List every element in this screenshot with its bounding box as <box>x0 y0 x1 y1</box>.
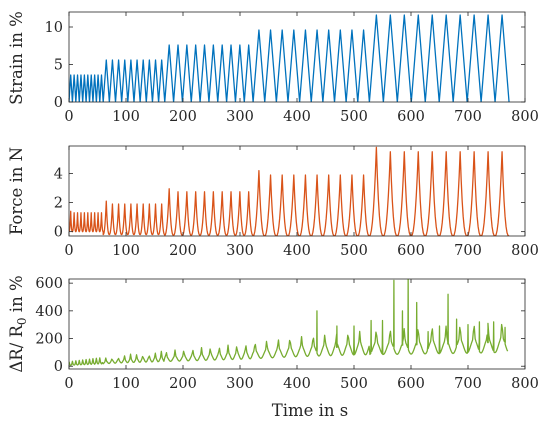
x-axis-label: Time in s <box>272 401 349 420</box>
x-tick-label: 700 <box>454 109 482 125</box>
force-series-line <box>69 146 510 236</box>
resistance-series-line <box>69 279 509 366</box>
force-panel: Force in N 0 100 200 300 400 500 600 700 800 0 2 4 <box>7 145 539 259</box>
x-tick-label: 600 <box>397 376 425 392</box>
x-tick-label: 600 <box>397 109 425 125</box>
resistance-ylabel: ΔR/ R0 in % <box>7 275 29 372</box>
x-tick-label: 800 <box>511 376 539 392</box>
x-tick-label: 500 <box>340 109 368 125</box>
x-tick-label: 800 <box>511 243 539 259</box>
x-tick-label: 200 <box>169 109 197 125</box>
resistance-panel: ΔR/ R0 in % Time in s 0 100 200 300 400 500 60… <box>7 275 539 420</box>
x-tick-label: 300 <box>226 376 254 392</box>
x-tick-label: 400 <box>283 243 311 259</box>
y-tick-label: 5 <box>54 58 63 74</box>
resistance-ylabel-main: ΔR/ R <box>7 325 26 373</box>
x-tick-label: 800 <box>511 109 539 125</box>
y-tick-label: 2 <box>54 196 63 212</box>
resistance-ylabel-sub: 0 <box>15 317 29 325</box>
force-ylabel: Force in N <box>7 147 26 235</box>
x-tick-label: 700 <box>454 376 482 392</box>
resistance-ylabel-tail: in % <box>7 275 26 317</box>
x-tick-label: 0 <box>64 243 73 259</box>
x-tick-label: 300 <box>226 109 254 125</box>
x-tick-label: 700 <box>454 243 482 259</box>
x-tick-label: 0 <box>64 109 73 125</box>
strain-series-line <box>69 14 510 102</box>
y-tick-label: 0 <box>54 95 63 111</box>
y-tick-label: 200 <box>35 332 63 348</box>
x-tick-label: 400 <box>283 109 311 125</box>
x-tick-label: 600 <box>397 243 425 259</box>
x-tick-label: 500 <box>340 243 368 259</box>
x-tick-label: 300 <box>226 243 254 259</box>
x-tick-label: 100 <box>112 243 140 259</box>
strain-ylabel: Strain in % <box>7 11 26 105</box>
x-tick-label: 200 <box>169 376 197 392</box>
y-tick-label: 10 <box>45 20 63 36</box>
x-tick-label: 100 <box>112 109 140 125</box>
y-tick-label: 600 <box>35 276 63 292</box>
x-tick-label: 0 <box>64 376 73 392</box>
strain-panel: Strain in % 0 100 200 300 400 500 600 700 800 0 5 1… <box>7 11 539 125</box>
x-tick-label: 500 <box>340 376 368 392</box>
y-tick-label: 4 <box>54 167 63 183</box>
y-tick-label: 0 <box>54 225 63 241</box>
x-tick-label: 200 <box>169 243 197 259</box>
x-tick-label: 100 <box>112 376 140 392</box>
y-tick-label: 0 <box>54 359 63 375</box>
y-tick-label: 400 <box>35 304 63 320</box>
x-tick-label: 400 <box>283 376 311 392</box>
